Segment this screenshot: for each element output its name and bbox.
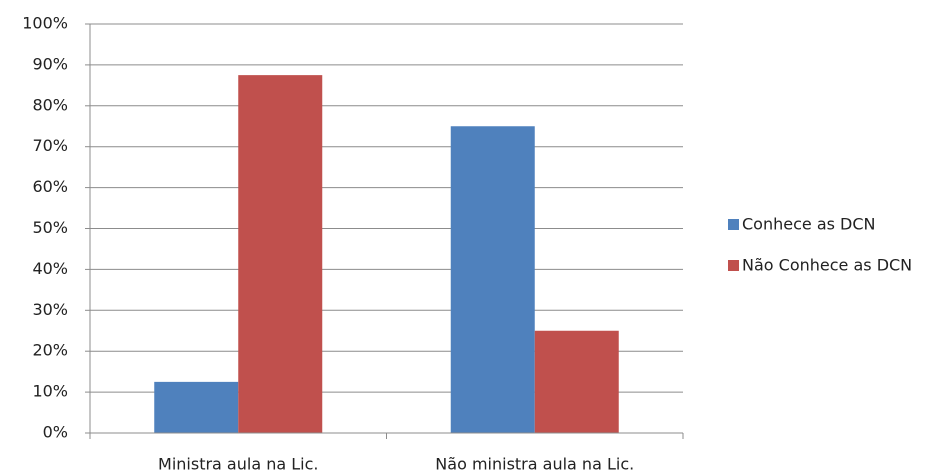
legend-label: Conhece as DCN — [742, 215, 876, 234]
y-tick-label: 20% — [32, 341, 68, 360]
y-tick-label: 80% — [32, 95, 68, 114]
y-tick-label: 50% — [32, 218, 68, 237]
bar — [534, 330, 619, 433]
x-tick-label: Ministra aula na Lic. — [158, 455, 318, 474]
y-tick-label: 30% — [32, 300, 68, 319]
legend-swatch — [728, 260, 739, 271]
bar — [154, 381, 239, 433]
y-tick-label: 40% — [32, 259, 68, 278]
y-tick-label: 0% — [43, 423, 68, 442]
bar — [238, 75, 323, 433]
bar — [450, 126, 535, 433]
legend-label: Não Conhece as DCN — [742, 256, 912, 275]
legend-swatch — [728, 219, 739, 230]
y-tick-label: 100% — [22, 14, 68, 33]
x-tick-label: Não ministra aula na Lic. — [435, 455, 634, 474]
y-tick-label: 90% — [32, 54, 68, 73]
y-tick-label: 60% — [32, 177, 68, 196]
y-tick-label: 70% — [32, 136, 68, 155]
y-tick-label: 10% — [32, 382, 68, 401]
